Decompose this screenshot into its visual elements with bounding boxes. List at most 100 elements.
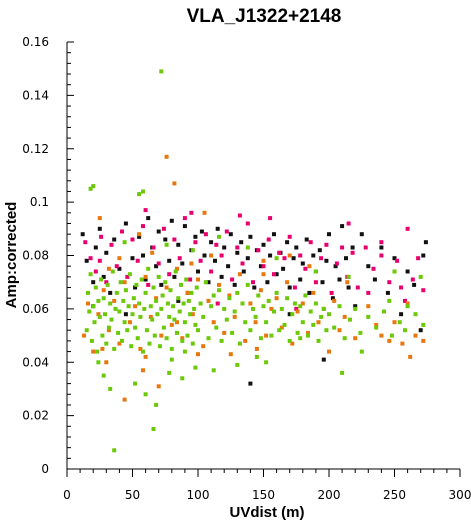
data-point [307,290,312,295]
data-point [184,277,189,282]
data-point [272,309,276,314]
data-point [190,248,195,253]
data-point [186,298,191,303]
data-point [410,277,415,282]
data-point [215,301,220,306]
data-point [366,290,371,295]
data-point [214,242,219,247]
data-point [300,320,305,325]
data-point [172,317,177,322]
data-point [292,285,297,290]
data-point [126,304,131,309]
data-point [99,277,104,282]
data-point [209,253,214,258]
data-point [88,272,93,277]
data-point [277,250,282,255]
data-point [159,69,164,74]
data-point [93,269,98,274]
data-point [211,320,216,325]
data-point [122,320,127,325]
data-point [176,242,181,247]
x-tick-label: 300 [449,488,471,502]
data-point [261,272,266,277]
data-point [112,298,117,303]
data-point [387,298,392,303]
data-point [240,261,245,266]
data-point [292,301,297,306]
data-point [298,277,303,282]
data-point [387,280,392,285]
data-point [313,301,318,306]
data-point [117,309,122,314]
data-point [295,309,300,314]
data-point [89,338,94,343]
data-point [217,282,221,287]
data-point [196,269,200,274]
data-point [277,328,282,333]
data-point [405,226,410,231]
data-point [421,253,426,258]
data-point [217,234,221,239]
data-point [287,285,292,290]
data-point [324,328,329,333]
data-point [308,240,313,245]
data-point [253,320,258,325]
x-axis-label: UVdist (m) [230,504,305,521]
data-point [138,314,143,319]
data-point [269,333,274,338]
data-point [237,341,242,346]
y-tick-label: 0.06 [22,302,49,316]
data-point [287,338,292,343]
data-point [327,232,331,237]
data-point [127,272,132,277]
data-point [245,221,250,226]
data-point [232,314,237,319]
data-point [189,210,194,215]
data-point [148,304,153,309]
data-point [144,328,149,333]
data-point [109,317,114,322]
y-axis-ticks: 0 0.02 0.04 0.06 0.08 0.1 0.12 0.14 0.16 [22,35,74,476]
data-point [287,253,292,258]
data-point [137,301,142,306]
data-point [348,317,352,322]
data-point [182,216,187,221]
data-point [104,341,109,346]
x-tick-label: 50 [125,488,140,502]
data-point [389,333,394,338]
data-point [151,427,156,431]
data-point [285,296,290,301]
data-point [268,216,273,221]
data-point [274,272,279,277]
data-point [261,264,266,269]
data-point [203,280,208,285]
data-point [130,256,135,261]
data-point [340,224,345,229]
data-point [222,245,227,250]
data-point [235,362,240,367]
data-point [291,256,296,261]
data-point [324,258,329,263]
data-point [154,298,159,303]
data-point [248,381,253,386]
data-point [230,277,235,282]
data-point [285,280,290,285]
data-point [219,338,224,343]
data-point [147,341,152,346]
data-point [192,306,197,311]
data-point [120,338,124,343]
data-point [182,320,187,325]
data-point [258,264,263,269]
data-point [237,272,242,277]
data-point [395,258,400,263]
data-point [311,290,316,295]
data-point [112,448,117,453]
data-point [363,245,368,250]
data-point [281,266,286,271]
x-tick-label: 100 [187,488,210,502]
data-point [133,304,138,309]
data-point [123,312,128,317]
data-point [251,306,255,311]
data-point [295,330,300,335]
